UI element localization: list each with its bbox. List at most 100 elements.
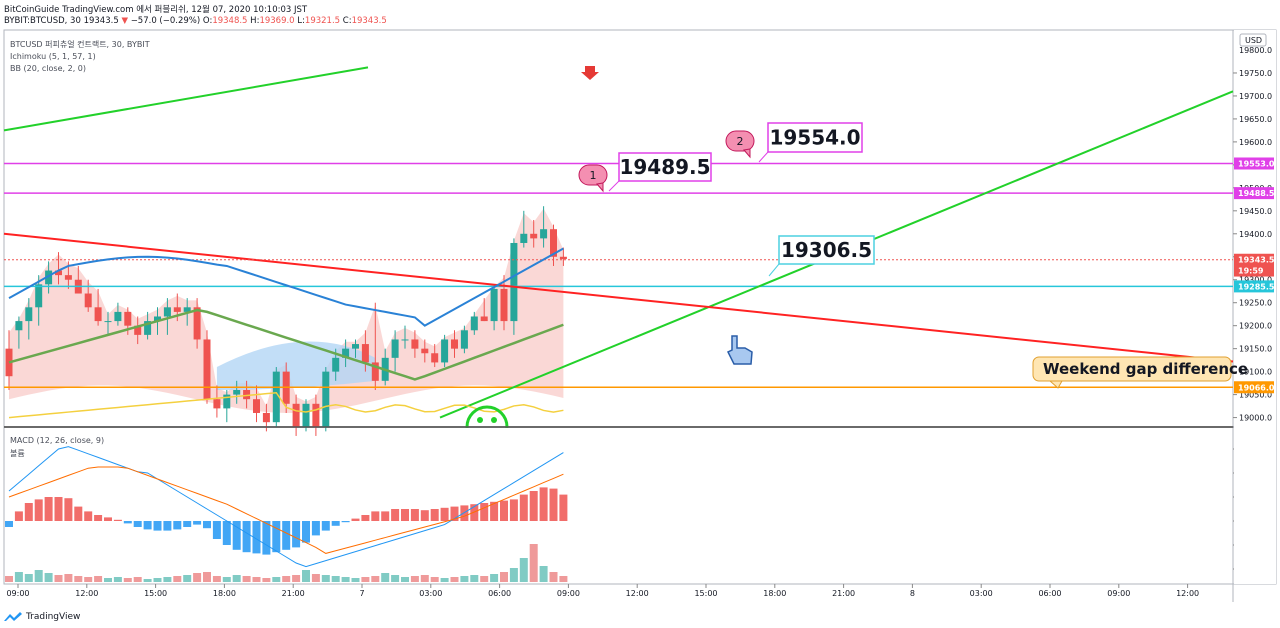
time-label: 15:00: [144, 589, 167, 598]
price-tick-label: 19700.0: [1239, 92, 1272, 101]
annotation-19306-pointer: [768, 263, 780, 277]
candle-body: [223, 394, 231, 409]
price-tick-label: 19100.0: [1239, 368, 1272, 377]
macd-hist-bar: [183, 521, 192, 527]
marker-1-bubble: [578, 164, 608, 186]
macd-hist-bar: [321, 521, 330, 531]
macd-hist-bar: [74, 506, 83, 521]
volume-bar: [351, 578, 360, 582]
marker-2-tail: [743, 148, 751, 159]
candle-body: [35, 284, 43, 308]
volume-bar: [391, 575, 400, 582]
macd-hist-bar: [529, 491, 538, 521]
red-trend: [3, 232, 1234, 363]
time-label: 03:00: [419, 589, 442, 598]
candle-body: [401, 339, 409, 341]
l-label: L:: [297, 16, 305, 26]
smiley-eye-left: [477, 417, 483, 423]
annotation-19554-box: [767, 122, 863, 153]
macd-hist-bar: [440, 507, 449, 521]
volume-bar: [529, 544, 538, 582]
volume-bar: [113, 577, 122, 582]
volume-bar: [302, 570, 310, 582]
candle-body: [431, 353, 439, 363]
macd-hist-bar: [430, 509, 439, 521]
macd-hist-bar: [143, 521, 152, 530]
time-label: 06:00: [488, 589, 511, 598]
weekend-gap-text: Weekend gap difference: [1043, 360, 1248, 378]
ichimoku-cloud-blue: [216, 341, 376, 391]
price-tick-label-top: 19800.0: [1239, 46, 1272, 55]
macd-line: [8, 446, 564, 568]
last-price: 19343.5: [83, 16, 119, 26]
price-tick-label: 19300.0: [1239, 276, 1272, 285]
annotation-19306-box: [778, 235, 875, 265]
macd-hist-bar: [381, 511, 390, 521]
time-label: 03:00: [970, 589, 993, 598]
annotation-19554-text: 19554.0: [769, 126, 860, 150]
legend-ichimoku: Ichimoku (5, 1, 57, 1): [10, 52, 96, 61]
candle-body: [391, 339, 399, 358]
volume-bar: [450, 577, 459, 582]
time-label: 18:00: [763, 589, 786, 598]
macd-hist-bar: [232, 521, 241, 550]
price-tick-label: 19750.0: [1239, 69, 1272, 78]
volume-bar: [460, 576, 469, 582]
legend-bb: BB (20, close, 2, 0): [10, 64, 86, 73]
volume-bar: [321, 575, 330, 582]
candle-body: [183, 307, 191, 312]
price-label: 19285.5: [1238, 282, 1275, 291]
candle-body: [520, 233, 528, 243]
macd-hist-bar: [302, 521, 310, 543]
candle-body: [55, 270, 62, 276]
volume-bar: [104, 578, 112, 582]
candle-body: [104, 321, 112, 323]
macd-hist-bar: [24, 503, 33, 521]
macd-hist-bar: [480, 503, 489, 521]
volume-bar: [292, 575, 301, 582]
macd-hist-bar: [539, 487, 548, 521]
smiley-eye-right: [491, 417, 497, 423]
header-line1: BitCoinGuide TradingView.com 에서 퍼블리쉬, 12…: [4, 5, 308, 15]
volume-bar: [203, 572, 211, 582]
candle-body: [213, 399, 221, 409]
macd-hist-bar: [470, 504, 479, 521]
annotation-19489-box: [618, 152, 712, 182]
candle-body: [203, 339, 211, 400]
volume-bar: [539, 566, 548, 582]
hand-cursor-icon: [726, 335, 753, 365]
candle-body: [411, 339, 419, 349]
macd-hist-bar: [252, 521, 261, 554]
volume-bar: [133, 577, 142, 582]
weekend-gap-box: [1032, 356, 1232, 382]
macd-hist-bar: [500, 500, 508, 521]
macd-hist-bar: [14, 511, 23, 521]
macd-hist-bar: [173, 521, 182, 530]
blue-line: [8, 247, 564, 327]
yellow-line: [8, 391, 564, 419]
header-ohlc: BYBIT:BTCUSD, 30 19343.5 ▼ −57.0 (−0.29%…: [4, 16, 387, 26]
candle-body: [253, 399, 260, 413]
candle-body: [114, 311, 122, 322]
macd-hist-bar: [272, 521, 281, 553]
volume-bar: [44, 573, 53, 582]
candle-body: [154, 316, 161, 322]
volume-bar: [440, 578, 449, 582]
footer-brand[interactable]: TradingView: [4, 612, 80, 622]
macd-hist-bar: [351, 518, 360, 521]
volume-bar: [14, 572, 23, 582]
price-label-bg: [1234, 381, 1274, 394]
price-tick-label: 19050.0: [1239, 391, 1272, 400]
volume-bar: [5, 576, 13, 582]
volume-bar: [262, 578, 271, 582]
volume-bar: [519, 558, 528, 582]
volume-bar: [361, 577, 370, 582]
price-label-bg: [1234, 264, 1274, 277]
macd-hist-bar: [153, 521, 162, 531]
macd-hist-bar: [34, 499, 43, 521]
volume-bar: [470, 575, 479, 582]
macd-hist-bar: [450, 506, 459, 521]
volume-bar: [183, 575, 192, 582]
volume-bar: [331, 576, 340, 582]
